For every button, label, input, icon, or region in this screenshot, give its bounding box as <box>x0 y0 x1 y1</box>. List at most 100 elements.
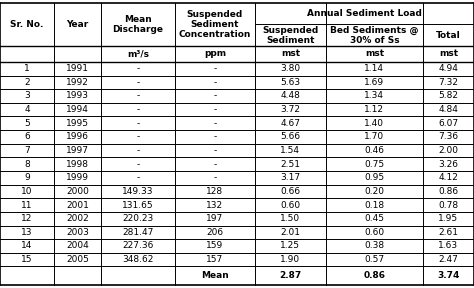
Text: 1.69: 1.69 <box>365 78 384 87</box>
Text: 1.25: 1.25 <box>281 241 301 251</box>
Text: -: - <box>213 105 217 114</box>
Text: 11: 11 <box>21 200 33 210</box>
Text: 6: 6 <box>24 132 30 141</box>
Text: 2.47: 2.47 <box>438 255 458 264</box>
Text: 1.90: 1.90 <box>280 255 301 264</box>
Text: 2003: 2003 <box>66 228 89 237</box>
Text: 0.18: 0.18 <box>365 200 384 210</box>
Text: 5.82: 5.82 <box>438 92 458 101</box>
Text: 4.84: 4.84 <box>438 105 458 114</box>
Text: 1.95: 1.95 <box>438 214 458 223</box>
Text: 4.12: 4.12 <box>438 173 458 182</box>
Text: mst: mst <box>281 50 300 58</box>
Text: 1.40: 1.40 <box>365 119 384 128</box>
Text: -: - <box>213 173 217 182</box>
Text: 1991: 1991 <box>66 64 89 73</box>
Text: 2.00: 2.00 <box>438 146 458 155</box>
Text: 3.72: 3.72 <box>281 105 301 114</box>
Text: 1.54: 1.54 <box>281 146 301 155</box>
Text: 2.51: 2.51 <box>281 160 301 169</box>
Text: 12: 12 <box>21 214 33 223</box>
Text: Mean: Mean <box>201 271 229 280</box>
Text: Sr. No.: Sr. No. <box>10 20 44 29</box>
Text: 0.60: 0.60 <box>280 200 301 210</box>
Text: 5.66: 5.66 <box>280 132 301 141</box>
Text: -: - <box>213 160 217 169</box>
Text: 1.34: 1.34 <box>365 92 384 101</box>
Text: 281.47: 281.47 <box>122 228 154 237</box>
Text: ppm: ppm <box>204 50 226 58</box>
Text: 14: 14 <box>21 241 33 251</box>
Text: 2.87: 2.87 <box>279 271 301 280</box>
Text: 2.01: 2.01 <box>281 228 301 237</box>
Text: 197: 197 <box>206 214 224 223</box>
Text: 2001: 2001 <box>66 200 89 210</box>
Text: 2005: 2005 <box>66 255 89 264</box>
Text: 0.95: 0.95 <box>365 173 384 182</box>
Text: 3: 3 <box>24 92 30 101</box>
Text: 1.63: 1.63 <box>438 241 458 251</box>
Text: 3.74: 3.74 <box>437 271 460 280</box>
Text: 0.45: 0.45 <box>365 214 384 223</box>
Text: 1998: 1998 <box>66 160 89 169</box>
Text: 0.78: 0.78 <box>438 200 458 210</box>
Text: -: - <box>213 64 217 73</box>
Text: 13: 13 <box>21 228 33 237</box>
Text: 2002: 2002 <box>66 214 89 223</box>
Text: 159: 159 <box>206 241 224 251</box>
Text: -: - <box>137 92 140 101</box>
Text: 4.48: 4.48 <box>281 92 301 101</box>
Text: 8: 8 <box>24 160 30 169</box>
Text: 1.14: 1.14 <box>365 64 384 73</box>
Text: 1992: 1992 <box>66 78 89 87</box>
Text: -: - <box>137 119 140 128</box>
Text: 0.86: 0.86 <box>438 187 458 196</box>
Text: 0.60: 0.60 <box>365 228 384 237</box>
Text: 1.12: 1.12 <box>365 105 384 114</box>
Text: 0.20: 0.20 <box>365 187 384 196</box>
Text: 7.36: 7.36 <box>438 132 458 141</box>
Text: -: - <box>137 160 140 169</box>
Text: 3.80: 3.80 <box>280 64 301 73</box>
Text: mst: mst <box>439 50 458 58</box>
Text: 2.61: 2.61 <box>438 228 458 237</box>
Text: -: - <box>213 132 217 141</box>
Text: 1997: 1997 <box>66 146 89 155</box>
Text: Year: Year <box>66 20 89 29</box>
Text: 4.94: 4.94 <box>438 64 458 73</box>
Text: 3.26: 3.26 <box>438 160 458 169</box>
Text: 0.66: 0.66 <box>280 187 301 196</box>
Text: Annual Sediment Load: Annual Sediment Load <box>307 9 422 18</box>
Text: 2: 2 <box>24 78 30 87</box>
Text: 132: 132 <box>206 200 224 210</box>
Text: 157: 157 <box>206 255 224 264</box>
Text: 5.63: 5.63 <box>280 78 301 87</box>
Text: 0.86: 0.86 <box>364 271 385 280</box>
Text: 0.75: 0.75 <box>365 160 384 169</box>
Text: -: - <box>137 105 140 114</box>
Text: mst: mst <box>365 50 384 58</box>
Text: 4: 4 <box>24 105 30 114</box>
Text: Suspended
Sediment
Concentration: Suspended Sediment Concentration <box>179 10 251 39</box>
Text: 227.36: 227.36 <box>122 241 154 251</box>
Text: -: - <box>213 92 217 101</box>
Text: -: - <box>213 146 217 155</box>
Text: 1.50: 1.50 <box>280 214 301 223</box>
Text: -: - <box>137 173 140 182</box>
Text: 128: 128 <box>206 187 224 196</box>
Text: -: - <box>137 146 140 155</box>
Text: -: - <box>137 78 140 87</box>
Text: m³/s: m³/s <box>127 50 149 58</box>
Text: Suspended
Sediment: Suspended Sediment <box>262 26 319 45</box>
Text: 5: 5 <box>24 119 30 128</box>
Text: 1994: 1994 <box>66 105 89 114</box>
Text: 6.07: 6.07 <box>438 119 458 128</box>
Text: 0.38: 0.38 <box>365 241 384 251</box>
Text: 1999: 1999 <box>66 173 89 182</box>
Text: 9: 9 <box>24 173 30 182</box>
Text: 1993: 1993 <box>66 92 89 101</box>
Text: -: - <box>137 132 140 141</box>
Text: Total: Total <box>436 31 461 40</box>
Text: 149.33: 149.33 <box>122 187 154 196</box>
Text: 206: 206 <box>206 228 224 237</box>
